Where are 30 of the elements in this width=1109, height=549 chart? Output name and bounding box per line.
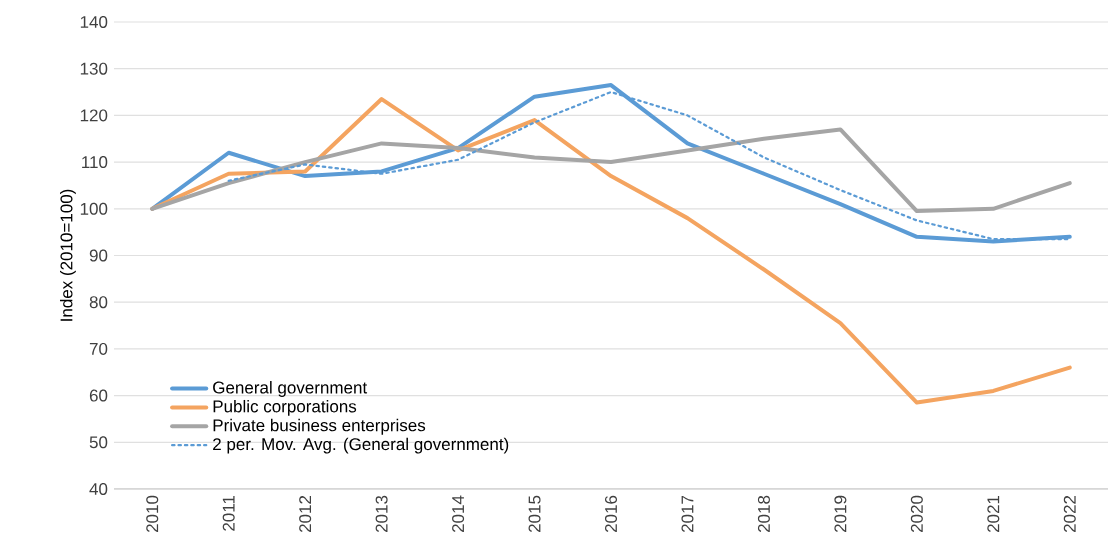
y-axis-title: Index (2010=100) — [60, 189, 76, 321]
y-tick-label: 80 — [89, 296, 108, 309]
y-tick-label: 70 — [89, 342, 108, 355]
x-tick-label: 2010 — [146, 495, 159, 533]
x-tick-label: 2017 — [681, 495, 694, 533]
x-tick-label: 2013 — [375, 495, 388, 533]
x-tick-label: 2018 — [757, 495, 770, 533]
legend-label: 2 per. Mov. Avg. (General government) — [213, 437, 509, 454]
y-tick-label: 140 — [80, 15, 108, 28]
y-tick-label: 110 — [82, 156, 108, 169]
y-tick-label: 60 — [89, 389, 108, 402]
y-tick-label: 120 — [80, 109, 108, 122]
y-tick-label: 40 — [89, 482, 108, 495]
x-tick-label: 2011 — [222, 495, 235, 531]
y-tick-label: 90 — [89, 249, 108, 262]
legend-label: Private business enterprises — [213, 418, 426, 435]
x-tick-label: 2014 — [452, 495, 465, 533]
x-tick-label: 2019 — [834, 495, 847, 533]
x-tick-label: 2016 — [605, 495, 618, 533]
y-tick-label: 100 — [80, 202, 108, 215]
line-series — [150, 127, 1072, 214]
y-tick-label: 50 — [89, 436, 108, 449]
x-tick-label: 2021 — [987, 495, 1000, 533]
x-tick-label: 2012 — [299, 495, 312, 533]
legend-label: Public corporations — [213, 399, 357, 416]
x-tick-label: 2022 — [1063, 495, 1076, 533]
legend-label: General government — [213, 381, 368, 397]
y-tick-label: 130 — [80, 62, 108, 75]
x-tick-label: 2020 — [910, 495, 923, 533]
x-tick-label: 2015 — [528, 495, 541, 533]
